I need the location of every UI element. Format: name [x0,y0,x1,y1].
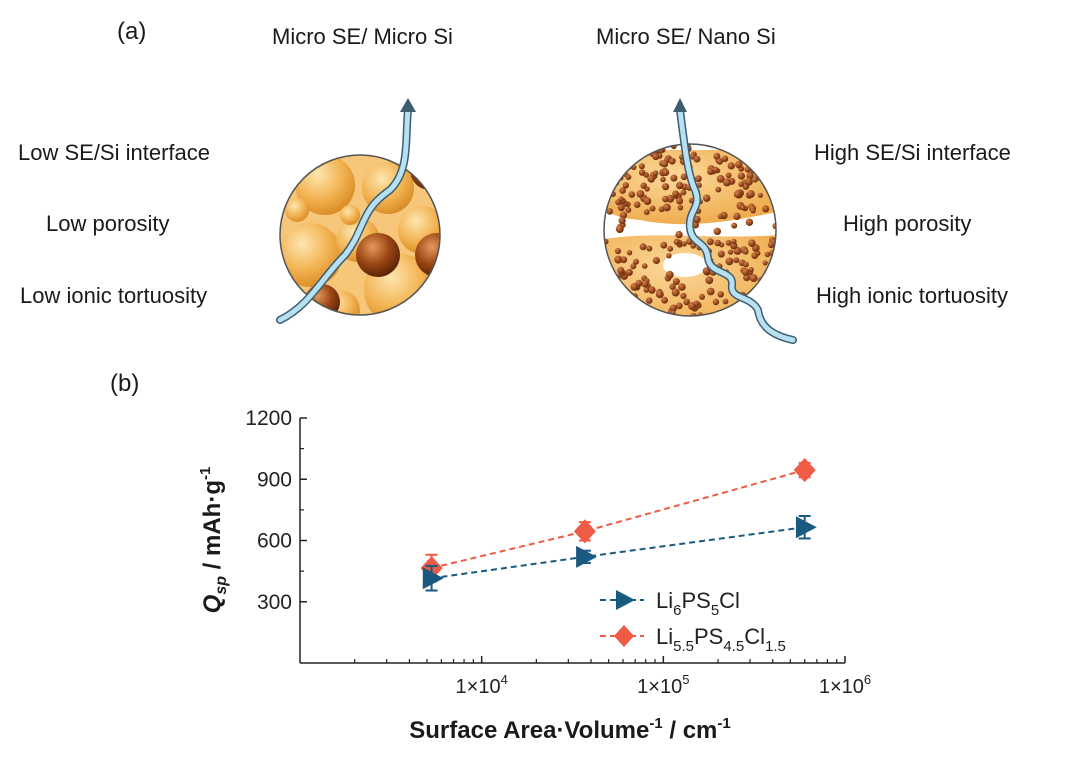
legend-label: Li5.5PS4.5Cl1.5 [656,624,786,655]
y-tick-label: 1200 [245,407,292,430]
legend-item: Li6PS5Cl [600,588,740,619]
right-prop-tortuosity: High ionic tortuosity [816,283,1008,308]
right-diagram-title: Micro SE/ Nano Si [596,24,776,49]
y-label-sub: sp [213,576,230,595]
panel-a-tag: (a) [117,18,147,45]
legend-label: Li6PS5Cl [656,588,740,619]
x-label-tail: / cm [663,717,718,744]
right-prop-porosity: High porosity [843,211,972,236]
y-tick-label: 300 [257,591,292,614]
series-0 [422,515,817,592]
left-prop-interface: Low SE/Si interface [18,140,210,165]
left-prop-tortuosity: Low ionic tortuosity [20,283,208,308]
y-tick-label: 600 [257,530,292,553]
right-ion-path-arrow [673,98,797,344]
y-axis-label: Qsp / mAh·g-1 [197,467,230,614]
legend-marker [616,590,635,610]
data-point [576,545,597,568]
chart-series [420,457,817,592]
chart-legend: Li6PS5Cl Li5.5PS4.5Cl1.5 [600,588,786,655]
left-diagram-title: Micro SE/ Micro Si [272,24,453,49]
right-prop-interface: High SE/Si interface [814,140,1011,165]
left-ion-path-arrow [276,98,416,324]
left-prop-porosity: Low porosity [46,211,170,236]
nano-si-illustration [603,98,797,344]
legend-item: Li5.5PS4.5Cl1.5 [600,624,786,655]
data-point [793,457,816,483]
legend-marker [614,625,634,647]
y-label-q: Q [199,594,226,613]
y-label-sup: -1 [197,467,214,480]
x-axis-label: Surface Area·Volume-1 / cm-1 [409,715,730,744]
panel-b-tag: (b) [110,370,140,397]
series-1 [420,457,816,583]
x-label-main: Surface Area·Volume [409,717,649,744]
data-point [573,519,596,544]
y-label-tail: / mAh·g [199,480,226,576]
micro-si-illustration [276,98,441,324]
x-tick-label: 1×104 [456,672,508,698]
series-line [431,469,805,570]
x-tick-label: 1×105 [637,672,689,698]
x-label-sup2: -1 [717,715,730,732]
data-point [795,516,817,539]
y-tick-label: 900 [257,468,292,491]
x-label-sup: -1 [649,715,662,732]
x-tick-label: 1×106 [819,672,871,698]
series-line [431,526,805,580]
data-point [422,567,444,590]
chart-axes: 300 600 900 1200 1×104 1×105 1×106 [245,407,871,698]
